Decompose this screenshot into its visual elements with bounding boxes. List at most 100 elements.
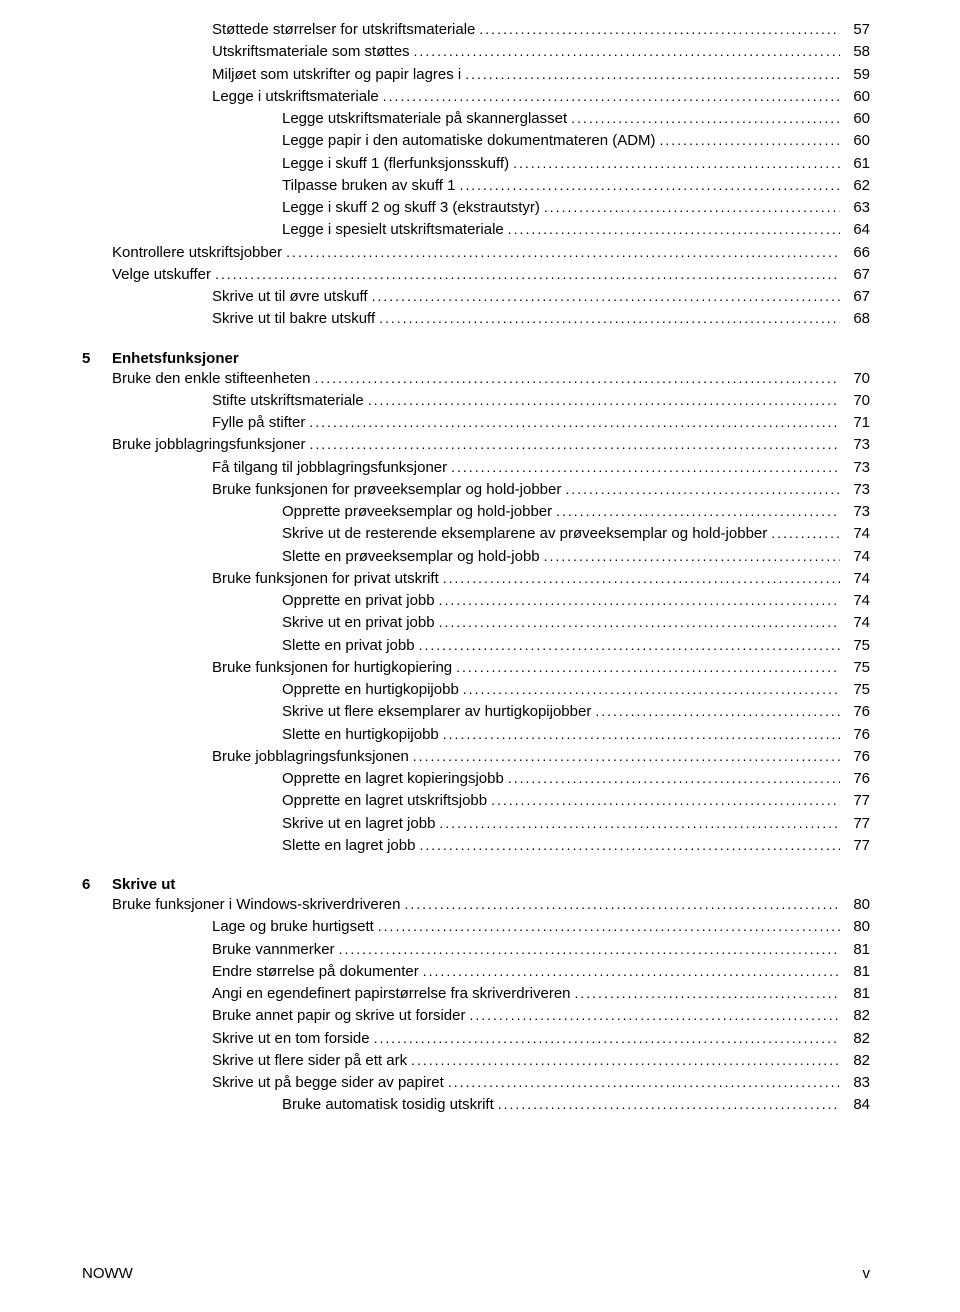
toc-entry: Skrive ut en lagret jobb 77 bbox=[82, 814, 870, 834]
toc-entry-label: Opprette en lagret kopieringsjobb bbox=[282, 769, 504, 789]
toc-entry-page: 58 bbox=[844, 42, 870, 62]
toc-dot-leader bbox=[479, 20, 840, 40]
toc-entry-page: 81 bbox=[844, 940, 870, 960]
toc-entry-label: Legge utskriftsmateriale på skannerglass… bbox=[282, 109, 567, 129]
section-heading: 5Enhetsfunksjoner bbox=[82, 350, 870, 367]
toc-entry: Tilpasse bruken av skuff 162 bbox=[82, 176, 870, 196]
toc-entry-label: Opprette en lagret utskriftsjobb bbox=[282, 791, 487, 811]
toc-entry-label: Bruke funksjonen for hurtigkopiering bbox=[212, 658, 452, 678]
toc-entry: Skrive ut på begge sider av papiret 83 bbox=[82, 1073, 870, 1093]
toc-entry-page: 76 bbox=[844, 702, 870, 722]
toc-entry-label: Skrive ut flere eksemplarer av hurtigkop… bbox=[282, 702, 591, 722]
toc-dot-leader bbox=[215, 265, 840, 285]
toc-entry-page: 64 bbox=[844, 220, 870, 240]
toc-entry-page: 73 bbox=[844, 458, 870, 478]
toc-entry-page: 70 bbox=[844, 391, 870, 411]
toc-dot-leader bbox=[469, 1006, 840, 1026]
toc-entry-page: 63 bbox=[844, 198, 870, 218]
toc-entry: Kontrollere utskriftsjobber66 bbox=[82, 243, 870, 263]
toc-entry-page: 74 bbox=[844, 547, 870, 567]
toc-entry-page: 82 bbox=[844, 1029, 870, 1049]
toc-entry-label: Få tilgang til jobblagringsfunksjoner bbox=[212, 458, 447, 478]
toc-entry: Bruke vannmerker81 bbox=[82, 940, 870, 960]
toc-dot-leader bbox=[309, 413, 840, 433]
toc-entry: Bruke jobblagringsfunksjoner 73 bbox=[82, 435, 870, 455]
toc-entry: Opprette en lagret kopieringsjobb76 bbox=[82, 769, 870, 789]
toc-entry-page: 68 bbox=[844, 309, 870, 329]
toc-entry-label: Bruke jobblagringsfunksjoner bbox=[112, 435, 305, 455]
toc-dot-leader bbox=[544, 198, 840, 218]
toc-entry: Legge utskriftsmateriale på skannerglass… bbox=[82, 109, 870, 129]
toc-entry-page: 73 bbox=[844, 480, 870, 500]
toc-entry: Skrive ut til bakre utskuff68 bbox=[82, 309, 870, 329]
toc-entry-label: Bruke funksjonen for prøveeksemplar og h… bbox=[212, 480, 561, 500]
toc-entry-label: Slette en privat jobb bbox=[282, 636, 415, 656]
toc-entry-label: Skrive ut på begge sider av papiret bbox=[212, 1073, 444, 1093]
toc-entry: Opprette en privat jobb74 bbox=[82, 591, 870, 611]
toc-dot-leader bbox=[575, 984, 841, 1004]
toc-entry: Opprette en lagret utskriftsjobb 77 bbox=[82, 791, 870, 811]
toc-dot-leader bbox=[456, 658, 840, 678]
toc-entry: Legge papir i den automatiske dokumentma… bbox=[82, 131, 870, 151]
toc-dot-leader bbox=[498, 1095, 840, 1115]
toc-dot-leader bbox=[378, 917, 840, 937]
toc-dot-leader bbox=[368, 391, 840, 411]
toc-entry-page: 60 bbox=[844, 131, 870, 151]
toc-entry-page: 75 bbox=[844, 680, 870, 700]
toc-entry: Endre størrelse på dokumenter81 bbox=[82, 962, 870, 982]
toc-entry-label: Skrive ut til øvre utskuff bbox=[212, 287, 368, 307]
toc-dot-leader bbox=[423, 962, 840, 982]
toc-dot-leader bbox=[439, 591, 840, 611]
toc-entry-label: Lage og bruke hurtigsett bbox=[212, 917, 374, 937]
toc-entry: Støttede størrelser for utskriftsmateria… bbox=[82, 20, 870, 40]
toc-entry-page: 73 bbox=[844, 502, 870, 522]
toc-entry-label: Utskriftsmateriale som støttes bbox=[212, 42, 410, 62]
toc-entry-page: 74 bbox=[844, 524, 870, 544]
toc-entry: Miljøet som utskrifter og papir lagres i… bbox=[82, 65, 870, 85]
section-title: Skrive ut bbox=[112, 876, 175, 893]
toc-entry-page: 77 bbox=[844, 836, 870, 856]
toc-entry-page: 83 bbox=[844, 1073, 870, 1093]
toc-entry: Opprette prøveeksemplar og hold-jobber73 bbox=[82, 502, 870, 522]
toc-entry-page: 74 bbox=[844, 591, 870, 611]
toc-entry-label: Velge utskuffer bbox=[112, 265, 211, 285]
toc-dot-leader bbox=[465, 65, 840, 85]
toc-dot-leader bbox=[544, 547, 840, 567]
toc-entry-page: 82 bbox=[844, 1006, 870, 1026]
toc-dot-leader bbox=[286, 243, 840, 263]
toc-dot-leader bbox=[419, 636, 840, 656]
toc-entry-label: Opprette en hurtigkopijobb bbox=[282, 680, 459, 700]
toc-entry-label: Skrive ut en lagret jobb bbox=[282, 814, 435, 834]
toc-entry: Bruke funksjonen for prøveeksemplar og h… bbox=[82, 480, 870, 500]
toc-entry-page: 76 bbox=[844, 725, 870, 745]
toc-entry: Bruke funksjonen for privat utskrift74 bbox=[82, 569, 870, 589]
toc-entry-label: Bruke automatisk tosidig utskrift bbox=[282, 1095, 494, 1115]
toc-entry-label: Legge i skuff 1 (flerfunksjonsskuff) bbox=[282, 154, 509, 174]
toc-entry-page: 77 bbox=[844, 791, 870, 811]
toc-dot-leader bbox=[379, 309, 840, 329]
toc-entry-page: 77 bbox=[844, 814, 870, 834]
toc-dot-leader bbox=[491, 791, 840, 811]
toc-entry-label: Miljøet som utskrifter og papir lagres i bbox=[212, 65, 461, 85]
toc-page: Støttede størrelser for utskriftsmateria… bbox=[0, 0, 960, 1312]
toc-entry-page: 80 bbox=[844, 917, 870, 937]
toc-dot-leader bbox=[404, 895, 840, 915]
toc-entry: Opprette en hurtigkopijobb 75 bbox=[82, 680, 870, 700]
toc-entry-page: 71 bbox=[844, 413, 870, 433]
toc-dot-leader bbox=[771, 524, 840, 544]
toc-entry: Slette en prøveeksemplar og hold-jobb74 bbox=[82, 547, 870, 567]
toc-entry-label: Legge i spesielt utskriftsmateriale bbox=[282, 220, 504, 240]
section-number: 5 bbox=[82, 350, 112, 367]
page-footer: NOWW v bbox=[82, 1265, 870, 1282]
toc-entry: Bruke jobblagringsfunksjonen76 bbox=[82, 747, 870, 767]
toc-entry-page: 67 bbox=[844, 287, 870, 307]
toc-entry-page: 76 bbox=[844, 747, 870, 767]
toc-entry-page: 62 bbox=[844, 176, 870, 196]
toc-entry: Skrive ut flere eksemplarer av hurtigkop… bbox=[82, 702, 870, 722]
toc-entry: Fylle på stifter71 bbox=[82, 413, 870, 433]
toc-entry: Bruke annet papir og skrive ut forsider8… bbox=[82, 1006, 870, 1026]
toc-entry: Legge i spesielt utskriftsmateriale 64 bbox=[82, 220, 870, 240]
toc-dot-leader bbox=[413, 747, 840, 767]
toc-entry-label: Legge i skuff 2 og skuff 3 (ekstrautstyr… bbox=[282, 198, 540, 218]
toc-entry-page: 73 bbox=[844, 435, 870, 455]
